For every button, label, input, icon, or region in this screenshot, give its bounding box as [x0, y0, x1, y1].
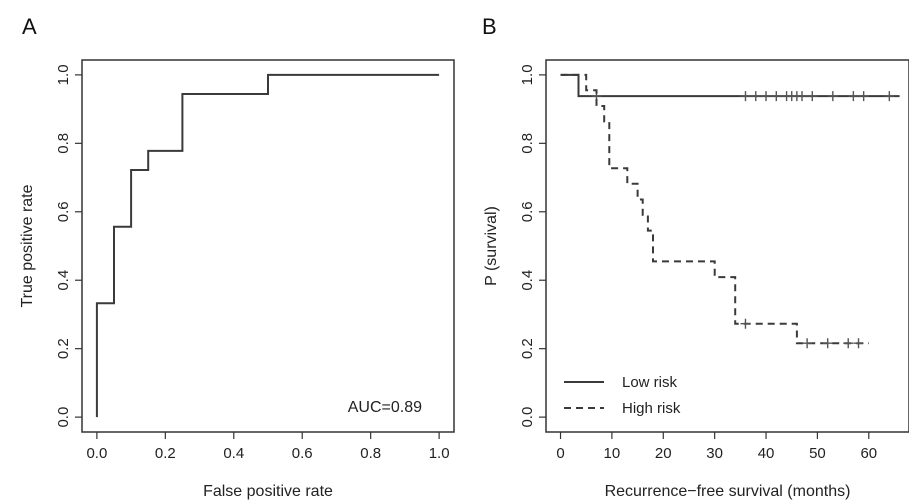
censor-mark: [740, 318, 751, 329]
y-tick-label: 0.6: [55, 201, 72, 222]
y-tick-label: 0.8: [55, 133, 72, 154]
series-0-line: [95, 73, 440, 418]
x-axis-title: Recurrence−free survival (months): [605, 483, 851, 500]
x-tick-label: 60: [860, 445, 877, 462]
x-axis-title: False positive rate: [203, 483, 333, 500]
censor-mark: [853, 338, 864, 349]
auc-annotation: AUC=0.89: [348, 399, 422, 416]
plot-frame: [545, 59, 909, 433]
x-tick-label: 10: [604, 445, 621, 462]
x-tick-label: 50: [809, 445, 826, 462]
plot-frame: [81, 59, 455, 433]
y-tick-label: 1.0: [519, 64, 536, 85]
y-tick-label: 0.4: [519, 270, 536, 291]
y-tick-label: 0.2: [55, 338, 72, 359]
y-axis-title: True positive rate: [19, 184, 36, 307]
censor-mark: [827, 91, 838, 102]
censor-mark: [761, 91, 772, 102]
censor-mark: [796, 91, 807, 102]
panel-a: A 0.0 0.2 0.4 0.6 0.8 1.0 0.0 0.2 0.4 0.6 0.8 1.0 Fal…: [19, 14, 455, 500]
low-risk-line: [560, 73, 900, 98]
y-tick-label: 0.6: [519, 201, 536, 222]
panel-label: A: [22, 14, 37, 39]
censor-mark: [843, 338, 854, 349]
x-tick-label: 40: [758, 445, 775, 462]
y-axis-title: P (survival): [483, 206, 500, 286]
y-tick-label: 0.0: [519, 407, 536, 428]
x-tick-label: 0.2: [155, 445, 176, 462]
y-tick-label: 0.2: [519, 338, 536, 359]
x-tick-label: 20: [655, 445, 672, 462]
panel-label: B: [482, 14, 497, 39]
x-tick-label: 1.0: [429, 445, 450, 462]
y-tick-label: 1.0: [55, 64, 72, 85]
legend: Low risk High risk: [564, 374, 681, 417]
y-tick-label: 0.8: [519, 133, 536, 154]
x-tick-label: 0: [556, 445, 564, 462]
censor-mark: [802, 338, 813, 349]
y-tick-label: 0.4: [55, 270, 72, 291]
censor-mark: [807, 91, 818, 102]
censor-mark: [750, 91, 761, 102]
y-tick-label: 0.0: [55, 407, 72, 428]
censor-mark: [771, 91, 782, 102]
x-tick-label: 0.6: [292, 445, 313, 462]
censor-mark: [884, 91, 895, 102]
x-tick-label: 0.4: [223, 445, 244, 462]
censor-mark: [848, 91, 859, 102]
legend-label: Low risk: [622, 374, 678, 391]
x-tick-label: 30: [706, 445, 723, 462]
x-tick-label: 0.0: [86, 445, 107, 462]
panel-b: B 0 10 20 30 40 50 60 0.0 0.2 0.4 0.6 0.8 1.0 Recurren…: [482, 14, 909, 500]
censor-mark: [822, 338, 833, 349]
censor-mark: [740, 91, 751, 102]
censor-mark: [858, 91, 869, 102]
high-risk-line: [560, 73, 869, 345]
x-tick-label: 0.8: [360, 445, 381, 462]
legend-label: High risk: [622, 400, 681, 417]
